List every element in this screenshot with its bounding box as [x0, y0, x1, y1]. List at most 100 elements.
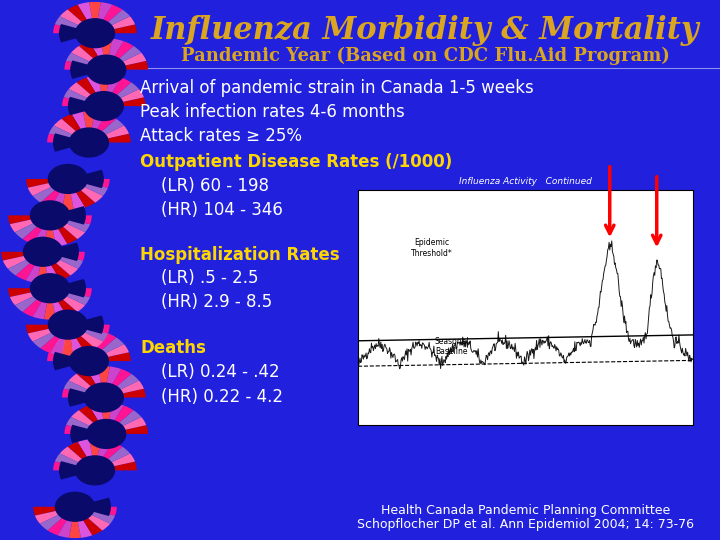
Wedge shape: [54, 338, 89, 361]
Wedge shape: [104, 89, 144, 106]
Wedge shape: [3, 252, 43, 269]
Wedge shape: [50, 215, 77, 244]
Wedge shape: [30, 200, 70, 231]
Wedge shape: [43, 252, 85, 261]
Wedge shape: [89, 338, 124, 361]
Wedge shape: [68, 5, 95, 33]
Wedge shape: [68, 388, 104, 407]
Wedge shape: [62, 97, 104, 106]
Wedge shape: [59, 461, 95, 480]
Wedge shape: [75, 507, 92, 538]
Wedge shape: [68, 346, 109, 376]
Wedge shape: [50, 206, 86, 225]
Text: Health Canada Pandemic Planning Committee: Health Canada Pandemic Planning Committe…: [381, 504, 670, 517]
Text: (HR) 104 - 346: (HR) 104 - 346: [140, 201, 283, 219]
Wedge shape: [106, 410, 141, 434]
Wedge shape: [50, 288, 90, 305]
Wedge shape: [53, 24, 95, 33]
Wedge shape: [98, 75, 109, 106]
Wedge shape: [48, 164, 88, 194]
Wedge shape: [22, 288, 50, 316]
Wedge shape: [28, 179, 68, 196]
Wedge shape: [15, 215, 50, 239]
Wedge shape: [95, 447, 130, 470]
Wedge shape: [78, 440, 95, 470]
Wedge shape: [15, 288, 50, 312]
Wedge shape: [86, 55, 126, 85]
Wedge shape: [61, 114, 89, 143]
Wedge shape: [95, 10, 130, 33]
Wedge shape: [68, 442, 95, 470]
Wedge shape: [104, 381, 144, 397]
Wedge shape: [48, 507, 75, 535]
Text: (LR) 60 - 198: (LR) 60 - 198: [140, 177, 269, 195]
Wedge shape: [66, 53, 106, 70]
Wedge shape: [69, 507, 81, 538]
Wedge shape: [86, 367, 104, 397]
Wedge shape: [95, 462, 137, 470]
Wedge shape: [32, 325, 68, 348]
Wedge shape: [50, 179, 68, 210]
Wedge shape: [95, 2, 112, 33]
Text: Outpatient Disease Rates (/1000): Outpatient Disease Rates (/1000): [140, 153, 452, 171]
Wedge shape: [68, 315, 104, 334]
Wedge shape: [71, 46, 106, 70]
Wedge shape: [95, 16, 135, 33]
Wedge shape: [89, 330, 107, 361]
Wedge shape: [106, 53, 146, 70]
Wedge shape: [50, 215, 90, 232]
Wedge shape: [89, 2, 101, 33]
Wedge shape: [64, 89, 104, 106]
Wedge shape: [60, 447, 95, 470]
Wedge shape: [106, 41, 133, 70]
Wedge shape: [68, 325, 85, 356]
Text: Influenza Activity   Continued: Influenza Activity Continued: [459, 177, 592, 186]
Wedge shape: [40, 325, 68, 353]
Wedge shape: [76, 369, 104, 397]
Wedge shape: [50, 288, 68, 319]
Wedge shape: [68, 179, 95, 207]
Text: Influenza Morbidity & Mortality: Influenza Morbidity & Mortality: [150, 15, 699, 45]
Wedge shape: [43, 242, 79, 261]
Wedge shape: [28, 325, 68, 342]
Wedge shape: [22, 215, 50, 244]
Wedge shape: [64, 61, 106, 70]
Wedge shape: [89, 333, 116, 361]
Wedge shape: [61, 333, 89, 361]
Text: Schopflocher DP et al. Ann Epidemiol 2004; 14: 73-76: Schopflocher DP et al. Ann Epidemiol 200…: [357, 518, 694, 531]
Wedge shape: [40, 507, 75, 530]
Wedge shape: [76, 78, 104, 106]
Wedge shape: [71, 410, 106, 434]
Text: (HR) 2.9 - 8.5: (HR) 2.9 - 8.5: [140, 293, 272, 311]
Wedge shape: [40, 179, 68, 207]
Wedge shape: [86, 75, 104, 106]
Wedge shape: [26, 179, 68, 188]
Wedge shape: [35, 507, 75, 524]
Wedge shape: [89, 126, 129, 143]
Wedge shape: [48, 309, 88, 340]
Wedge shape: [106, 406, 133, 434]
Wedge shape: [50, 288, 91, 297]
Wedge shape: [68, 127, 109, 158]
Wedge shape: [8, 215, 50, 224]
Wedge shape: [68, 179, 109, 188]
Wedge shape: [68, 179, 103, 202]
Wedge shape: [79, 406, 106, 434]
Wedge shape: [62, 325, 74, 356]
Wedge shape: [104, 78, 131, 106]
Text: Hospitalization Rates: Hospitalization Rates: [140, 246, 340, 264]
Wedge shape: [68, 325, 103, 348]
Text: Pandemic Year (Based on CDC Flu.Aid Program): Pandemic Year (Based on CDC Flu.Aid Prog…: [181, 47, 670, 65]
Wedge shape: [8, 252, 43, 275]
Wedge shape: [104, 75, 121, 106]
Wedge shape: [83, 111, 95, 143]
Wedge shape: [68, 374, 104, 397]
Wedge shape: [54, 119, 89, 143]
Wedge shape: [26, 252, 43, 283]
Wedge shape: [75, 507, 115, 524]
Wedge shape: [89, 403, 106, 434]
Wedge shape: [37, 252, 49, 283]
Wedge shape: [1, 252, 43, 261]
Wedge shape: [75, 507, 110, 530]
Text: (HR) 0.22 - 4.2: (HR) 0.22 - 4.2: [140, 388, 283, 406]
